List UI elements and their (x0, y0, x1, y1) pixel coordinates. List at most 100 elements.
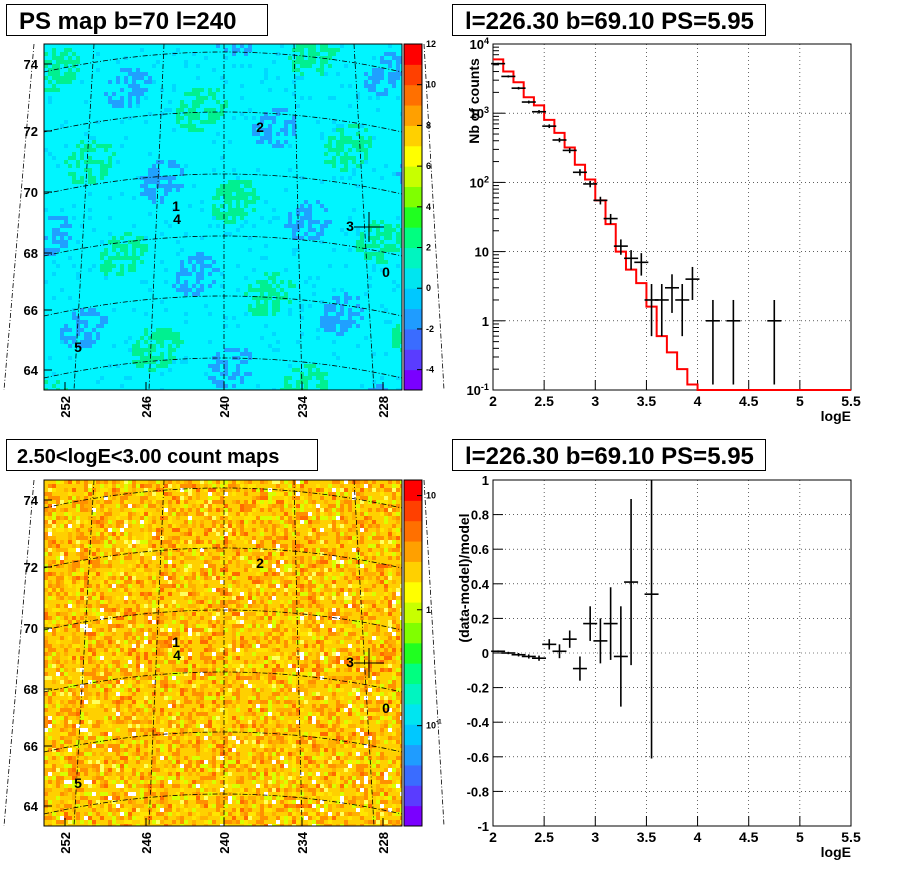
ps-map-cell (88, 176, 92, 180)
count-map-cell (384, 496, 388, 500)
count-map-cell (56, 672, 60, 676)
ps-map-cell (236, 204, 240, 208)
ps-map-cell (364, 292, 368, 296)
ps-map-cell (252, 196, 256, 200)
count-map-cell (160, 556, 164, 560)
count-map-cell (52, 560, 56, 564)
count-map-cell (80, 628, 84, 632)
count-map-cell (48, 664, 52, 668)
count-map-cell (212, 496, 216, 500)
count-map-cell (112, 632, 116, 636)
count-map-cell (252, 508, 256, 512)
count-map-cell (88, 724, 92, 728)
ps-map-cell (260, 136, 264, 140)
count-map-cell (204, 488, 208, 492)
count-map-cell (128, 492, 132, 496)
count-map-cell (100, 492, 104, 496)
ps-map-cell (316, 384, 320, 388)
count-map-cell (400, 648, 402, 652)
count-map-cell (300, 488, 304, 492)
count-map-cell (168, 656, 172, 660)
count-map-cell (256, 648, 260, 652)
count-map-cell (120, 608, 124, 612)
ps-map-cell (288, 144, 292, 148)
count-map-cell (144, 604, 148, 608)
count-map-cell (376, 652, 380, 656)
ps-map-cell (136, 244, 140, 248)
count-map-cell (76, 572, 80, 576)
ps-map-cell (140, 252, 144, 256)
ps-x-tick-label: 228 (376, 396, 391, 418)
ps-map-cell (88, 216, 92, 220)
count-map-cell (44, 580, 48, 584)
count-map-cell (108, 640, 112, 644)
ps-map-cell (100, 176, 104, 180)
ps-map-cell (108, 100, 112, 104)
count-map-cell (148, 500, 152, 504)
count-map-cell (316, 724, 320, 728)
count-map-cell (356, 604, 360, 608)
count-map-cell (184, 576, 188, 580)
count-map-cell (292, 728, 296, 732)
count-map-cell (296, 724, 300, 728)
count-map-cell (244, 532, 248, 536)
count-map-cell (232, 668, 236, 672)
ps-map-cell (276, 140, 280, 144)
ps-map-cell (156, 356, 160, 360)
count-map-cell (332, 712, 336, 716)
ps-map-cell (384, 52, 388, 56)
ps-map-cell (216, 112, 220, 116)
ps-map-cell (200, 128, 204, 132)
count-map-cell (120, 552, 124, 556)
ps-map-cell (88, 268, 92, 272)
count-map-cell (120, 500, 124, 504)
count-map-cell (276, 492, 280, 496)
ps-map-cell (108, 164, 112, 168)
count-map-cell (264, 644, 268, 648)
count-map-cell (312, 636, 316, 640)
count-map-cell (272, 656, 276, 660)
count-map-cell (200, 652, 204, 656)
ps-map-cell (320, 240, 324, 244)
count-map-cell (268, 620, 272, 624)
count-map-cell (260, 596, 264, 600)
count-map-cell (96, 588, 100, 592)
count-map-cell (312, 580, 316, 584)
count-map-cell (200, 672, 204, 676)
count-map-cell (388, 624, 392, 628)
count-map-cell (364, 684, 368, 688)
ps-map-cell (228, 208, 232, 212)
count-map-cell (252, 576, 256, 580)
count-map-cell (208, 576, 212, 580)
count-map-cell (328, 720, 332, 724)
ps-map-cell (308, 372, 312, 376)
count-map-cell (284, 500, 288, 504)
ps-map-cell (296, 68, 300, 72)
count-map-cell (164, 576, 168, 580)
count-map-cell (124, 504, 128, 508)
count-map-cell (172, 656, 176, 660)
ps-map-cell (52, 228, 56, 232)
count-map-cell (200, 524, 204, 528)
ps-map-cell (248, 44, 252, 48)
ps-map-cell (204, 372, 208, 376)
count-map-cell (336, 588, 340, 592)
count-map-cell (88, 628, 92, 632)
ps-map-cell (204, 120, 208, 124)
count-map-cell (280, 664, 284, 668)
ps-map-cell (176, 116, 180, 120)
count-map-cell (348, 644, 352, 648)
count-map-cell (168, 628, 172, 632)
count-map-cell (388, 728, 392, 732)
ps-map-cell (380, 240, 384, 244)
count-map-cell (324, 560, 328, 564)
ps-map-cell (228, 180, 232, 184)
ps-map-cell (268, 140, 272, 144)
count-map-cell (88, 648, 92, 652)
ps-map-cell (292, 368, 296, 372)
ps-map-cell (340, 44, 344, 48)
ps-map-cell (228, 188, 232, 192)
count-map-cell (64, 648, 68, 652)
count-map-cell (144, 632, 148, 636)
count-map-cell (184, 540, 188, 544)
